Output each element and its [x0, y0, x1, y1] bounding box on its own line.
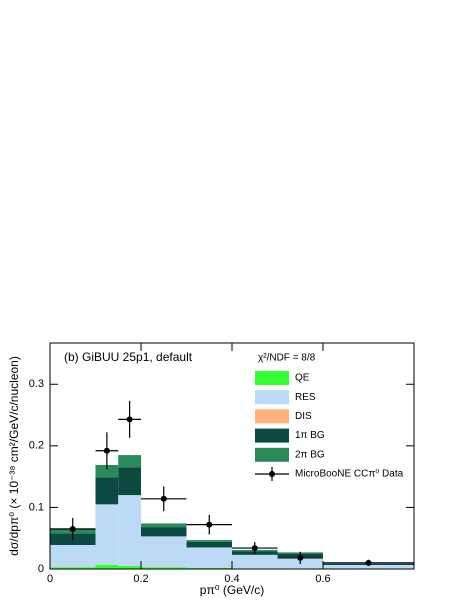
x-axis-label: pπ⁰ (GeV/c) — [200, 583, 264, 597]
bar-segment — [118, 565, 141, 569]
legend-swatch — [269, 471, 275, 477]
y-tick-label: 0.3 — [29, 378, 44, 390]
bar-segment — [323, 564, 414, 569]
data-point — [69, 525, 76, 532]
bar-segment — [95, 504, 119, 565]
data-point — [206, 521, 213, 528]
data-point — [365, 559, 372, 566]
legend-label: DIS — [295, 411, 312, 422]
chart-title: (b) GiBUU 25p1, default — [64, 350, 193, 364]
bar-segment — [50, 567, 96, 569]
legend-label: RES — [295, 392, 316, 403]
bar-segment — [186, 547, 232, 568]
bar-segment — [118, 467, 141, 496]
bar-segment — [118, 495, 141, 566]
annotation: χ²/NDF = 8/8 — [258, 353, 316, 364]
x-tick-label: 0.4 — [224, 573, 239, 585]
legend-label: MicroBooNE CCπ⁰ Data — [295, 469, 404, 480]
data-point — [251, 545, 258, 552]
data-point — [160, 495, 167, 502]
legend-swatch — [255, 371, 289, 385]
legend-label: 1π BG — [295, 430, 325, 441]
y-tick-label: 0.1 — [29, 501, 44, 513]
legend-label: 2π BG — [295, 449, 325, 460]
data-point — [297, 554, 304, 561]
legend-swatch — [255, 390, 289, 405]
bar-segment — [141, 527, 187, 537]
bar-segment — [186, 541, 232, 548]
bar-segment — [141, 567, 187, 569]
data-point — [103, 447, 110, 454]
y-axis-label: dσ/dpπ⁰ (× 10⁻³⁸ cm²/GeV/c/nucleon) — [7, 356, 21, 556]
data-point — [126, 416, 133, 423]
legend-swatch — [255, 447, 289, 462]
legend-swatch — [255, 409, 289, 424]
x-tick-label: 0.2 — [133, 573, 148, 585]
x-tick-label: 0.6 — [315, 573, 330, 585]
bar-segment — [95, 464, 119, 478]
bar-segment — [95, 564, 119, 569]
bar-segment — [141, 536, 187, 568]
bar-segment — [186, 567, 232, 569]
bar-segment — [118, 455, 141, 468]
bar-segment — [232, 554, 278, 569]
bar-segment — [186, 540, 232, 542]
bar-segment — [95, 477, 119, 505]
legend-swatch — [255, 428, 289, 443]
x-tick-label: 0 — [47, 573, 53, 585]
legend-label: QE — [295, 373, 310, 384]
bar-segment — [50, 544, 96, 568]
y-tick-label: 0 — [38, 563, 44, 575]
bar-segment — [141, 523, 187, 528]
y-tick-label: 0.2 — [29, 440, 44, 452]
